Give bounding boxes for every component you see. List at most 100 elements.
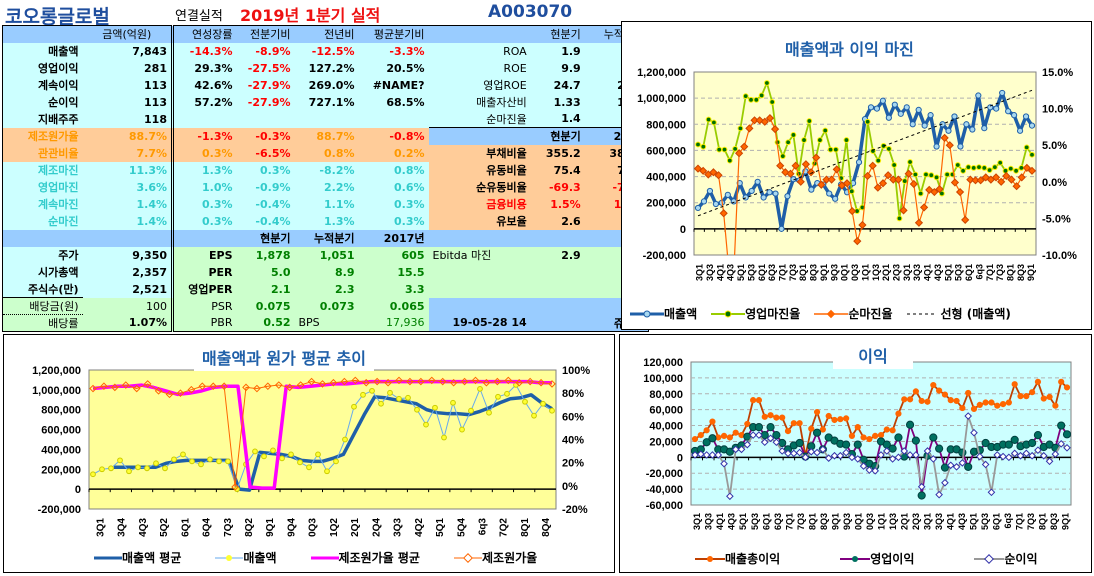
- data-point: [766, 423, 775, 432]
- table-cell: 1.4%: [82, 195, 174, 213]
- data-point: [825, 412, 832, 420]
- data-point: [459, 426, 465, 433]
- data-point: [187, 385, 196, 394]
- data-point: [450, 399, 456, 406]
- y-tick-label-right: 60%: [562, 411, 584, 423]
- data-point: [198, 461, 204, 468]
- data-point: [162, 465, 168, 472]
- data-point: [964, 462, 973, 471]
- data-point: [708, 451, 717, 459]
- data-point: [772, 190, 779, 197]
- data-point: [882, 447, 891, 455]
- x-tick-label: 3Q1: [695, 264, 705, 281]
- data-point: [765, 114, 775, 123]
- table-cell: -27.9%: [236, 76, 295, 94]
- table-cell: 평균분기비: [358, 25, 429, 43]
- data-point: [971, 176, 980, 185]
- x-tick-label: 7Q2: [499, 518, 510, 537]
- y-tick-label-left: -200,000: [38, 504, 81, 516]
- data-point: [963, 121, 970, 128]
- empty-cell: [172, 110, 237, 128]
- x-tick-label: 5Q3: [750, 513, 760, 530]
- data-point: [735, 149, 744, 158]
- empty-cell: [358, 110, 429, 128]
- legend-swatch-icon: [906, 313, 937, 314]
- empty-cell: [530, 229, 585, 247]
- data-point: [994, 402, 1001, 409]
- data-point: [531, 412, 537, 419]
- table-cell: 0.3%: [172, 144, 237, 162]
- table-cell: 113: [82, 93, 174, 111]
- data-point: [907, 159, 913, 165]
- x-tick-label: 5Q1: [435, 518, 446, 537]
- data-point: [708, 434, 717, 443]
- data-point: [981, 125, 988, 132]
- x-tick-label: 2Q1: [899, 513, 909, 530]
- data-point: [144, 465, 150, 472]
- data-point: [778, 225, 785, 232]
- data-point: [1023, 393, 1030, 400]
- data-point: [297, 459, 303, 466]
- data-point: [731, 445, 740, 454]
- empty-cell: [428, 127, 531, 145]
- data-point: [724, 191, 731, 198]
- chart-title: 매출액과 이익 마진: [777, 34, 922, 62]
- y-tick-label-right: 10.0%: [1042, 104, 1073, 116]
- table-cell: Ebitda 마진: [428, 246, 531, 264]
- y-tick-label-right: -5.0%: [1042, 213, 1071, 225]
- legend-label: 매출액 평균: [122, 551, 182, 565]
- table-row: 순이익11357.2%-27.9%727.1%68.5%매출자산비1.331.3…: [2, 93, 649, 111]
- data-point: [694, 204, 702, 212]
- x-tick-label: 6Q1: [964, 264, 974, 281]
- table-cell: -27.9%: [236, 93, 295, 111]
- x-tick-label: 0Q3: [850, 264, 860, 281]
- data-point: [801, 160, 811, 169]
- data-point: [493, 377, 502, 386]
- data-point: [537, 378, 545, 387]
- table-cell: 1.4: [530, 110, 585, 128]
- data-point: [153, 460, 159, 467]
- data-point: [970, 164, 977, 171]
- data-point: [482, 378, 491, 387]
- y-tick-label-left: 60,000: [649, 405, 683, 417]
- y-tick-label-left: 80,000: [649, 389, 683, 401]
- x-tick-label: 5Q4: [456, 518, 467, 537]
- data-point: [725, 447, 734, 456]
- data-point: [917, 190, 924, 197]
- data-point: [941, 478, 949, 487]
- data-point: [848, 206, 857, 216]
- x-tick-label: 5Q3: [954, 264, 964, 281]
- data-point: [960, 167, 966, 174]
- legend-item-cost: 제조원가율: [453, 549, 537, 566]
- table-cell: 계속이익: [2, 76, 83, 94]
- data-point: [858, 220, 867, 230]
- data-point: [885, 145, 892, 152]
- data-point: [714, 171, 723, 180]
- data-point: [912, 388, 919, 395]
- data-point: [1051, 450, 1060, 458]
- data-point: [939, 121, 946, 128]
- data-point: [864, 118, 871, 125]
- data-point: [1063, 384, 1071, 391]
- data-point: [1028, 438, 1037, 448]
- data-point: [958, 459, 967, 467]
- legend-item-operating-profit: 영업이익: [840, 550, 914, 567]
- x-tick-label: 8Q4: [541, 518, 552, 537]
- data-point: [827, 146, 834, 153]
- data-point: [836, 451, 845, 460]
- data-point: [748, 96, 754, 103]
- revenue-margin-chart: 1,200,000 1,000,000 800,000 600,000 400,000 2…: [621, 21, 1092, 330]
- x-tick-label: 2Q4: [371, 518, 382, 537]
- data-point: [716, 146, 723, 153]
- table-cell: 8.9: [294, 263, 359, 281]
- data-point: [285, 383, 294, 392]
- table-cell: -1.3%: [172, 127, 237, 145]
- data-point: [1017, 393, 1024, 400]
- x-tick-label: 6q3: [974, 264, 984, 280]
- empty-cell: [172, 229, 237, 247]
- financial-summary-table: 금액(억원)연성장률전분기비전년비평균분기비현분기누적분기매출액7,843-14…: [2, 25, 650, 332]
- data-point: [859, 462, 868, 470]
- x-tick-label: 9Q1: [830, 513, 840, 530]
